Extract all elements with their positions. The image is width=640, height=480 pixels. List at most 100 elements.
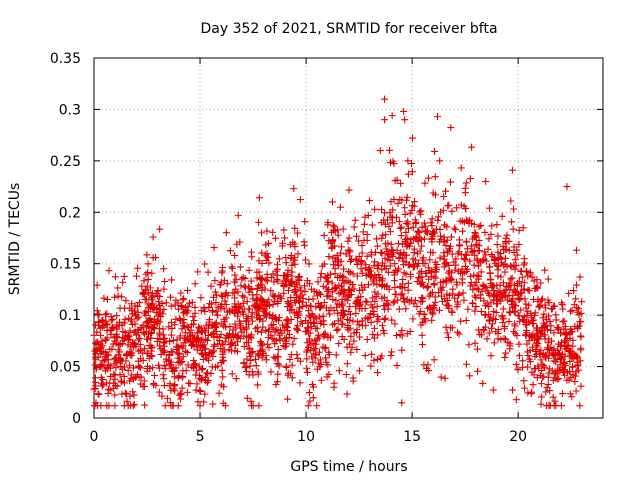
data-point: [455, 248, 463, 256]
data-point: [160, 265, 168, 273]
data-point: [277, 295, 285, 303]
data-point: [232, 324, 240, 332]
data-point: [140, 309, 148, 317]
data-point: [466, 372, 474, 380]
data-point: [135, 299, 143, 307]
data-point: [108, 324, 116, 332]
data-point: [107, 327, 115, 335]
data-point: [255, 194, 263, 202]
data-point: [154, 334, 162, 342]
data-point: [284, 287, 292, 295]
data-point: [430, 356, 438, 364]
data-point: [270, 353, 278, 361]
data-point: [91, 374, 99, 382]
data-point: [142, 270, 150, 278]
data-point: [260, 304, 268, 312]
data-point: [408, 134, 416, 142]
data-point: [469, 248, 477, 256]
data-point: [418, 294, 426, 302]
data-point: [398, 327, 406, 335]
data-point: [205, 356, 213, 364]
data-point: [370, 307, 378, 315]
data-point: [461, 262, 469, 270]
data-point: [263, 250, 271, 258]
data-point: [324, 361, 332, 369]
data-point: [219, 373, 227, 381]
data-point: [462, 238, 470, 246]
data-point: [350, 285, 358, 293]
data-point: [409, 223, 417, 231]
data-point: [390, 298, 398, 306]
data-point: [404, 286, 412, 294]
data-point: [381, 302, 389, 310]
data-point: [420, 219, 428, 227]
data-point: [467, 279, 475, 287]
data-point: [94, 353, 102, 361]
data-point: [204, 336, 212, 344]
data-point: [115, 357, 123, 365]
data-point: [305, 312, 313, 320]
data-point: [273, 297, 281, 305]
data-point: [417, 298, 425, 306]
data-point: [515, 340, 523, 348]
data-point: [311, 345, 319, 353]
plot-frame: [93, 57, 604, 419]
data-point: [483, 335, 491, 343]
data-point: [269, 300, 277, 308]
data-point: [140, 277, 148, 285]
data-point: [431, 293, 439, 301]
data-point: [307, 346, 315, 354]
data-point: [387, 240, 395, 248]
data-point: [440, 193, 448, 201]
data-point: [572, 387, 580, 395]
data-point: [404, 170, 412, 178]
data-point: [204, 324, 212, 332]
data-point: [402, 305, 410, 313]
data-point: [447, 233, 455, 241]
data-point: [442, 187, 450, 195]
data-point: [326, 292, 334, 300]
data-point: [391, 284, 399, 292]
data-point: [499, 294, 507, 302]
data-point: [543, 326, 551, 334]
data-point: [313, 292, 321, 300]
data-point: [512, 287, 520, 295]
data-point: [214, 311, 222, 319]
data-point: [288, 268, 296, 276]
data-point: [291, 224, 299, 232]
data-point: [357, 265, 365, 273]
data-point: [148, 352, 156, 360]
data-point: [328, 244, 336, 252]
data-point: [150, 318, 158, 326]
axis-ticks: 0 5 10 15 20 0 0.05 0.1 0.15 0.2 0.25 0.3 0.35: [50, 51, 603, 445]
data-point: [492, 328, 500, 336]
data-point: [390, 249, 398, 257]
data-point: [248, 349, 256, 357]
data-point: [494, 255, 502, 263]
data-point: [113, 312, 121, 320]
data-point: [550, 302, 558, 310]
data-point: [436, 157, 444, 165]
data-point: [370, 334, 378, 342]
data-point: [98, 323, 106, 331]
data-point: [153, 317, 161, 325]
data-point: [268, 314, 276, 322]
data-point: [281, 272, 289, 280]
data-point: [497, 250, 505, 258]
data-point: [230, 309, 238, 317]
data-point: [101, 367, 109, 375]
data-point: [156, 292, 164, 300]
data-point: [274, 326, 282, 334]
data-point: [281, 343, 289, 351]
data-point: [557, 329, 565, 337]
data-point: [252, 355, 260, 363]
data-point: [184, 286, 192, 294]
data-point: [520, 261, 528, 269]
data-point: [519, 224, 527, 232]
data-point: [507, 275, 515, 283]
data-point: [123, 351, 131, 359]
data-point: [463, 245, 471, 253]
data-point: [473, 345, 481, 353]
data-point: [321, 273, 329, 281]
